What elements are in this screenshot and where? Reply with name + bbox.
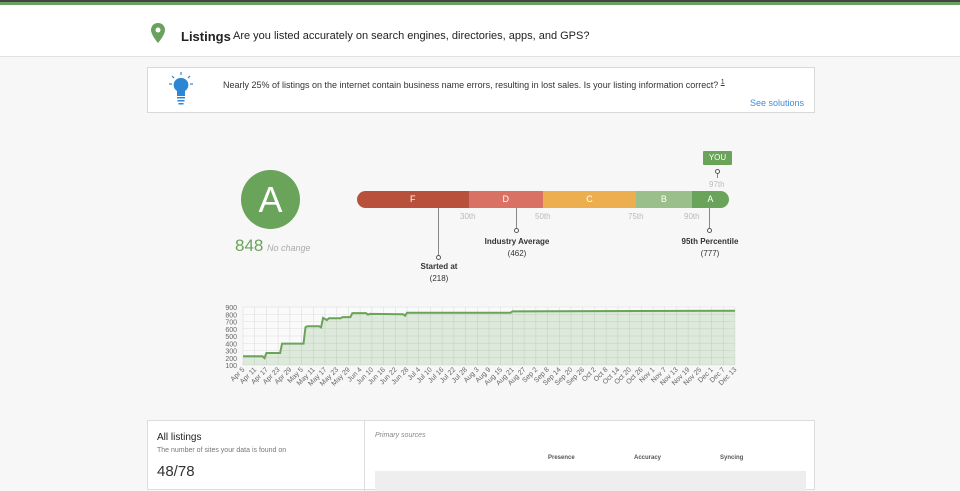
grade-badge: A	[241, 170, 300, 229]
p95-stem	[709, 208, 710, 228]
score-area	[243, 310, 735, 365]
tick-75th: 75th	[628, 212, 644, 221]
page-subtitle: Are you listed accurately on search engi…	[233, 30, 590, 42]
grade-segment-c: C	[542, 191, 636, 208]
industry-stem	[516, 208, 517, 228]
you-stem	[717, 174, 718, 178]
grade-segment-d: D	[468, 191, 543, 208]
see-solutions-link[interactable]: See solutions	[749, 98, 804, 108]
score-change: No change	[267, 243, 311, 253]
lightbulb-icon	[169, 72, 193, 105]
source-row[interactable]	[375, 471, 806, 491]
top-border	[0, 0, 960, 2]
started-label: Started at	[420, 262, 458, 271]
grade-segment-b: B	[635, 191, 692, 208]
started-stem	[438, 208, 439, 256]
tick-90th: 90th	[684, 212, 700, 221]
you-marker: YOU	[703, 151, 732, 165]
col-presence: Presence	[548, 455, 575, 461]
y-tick-label: 600	[225, 327, 237, 334]
y-tick-label: 400	[225, 341, 237, 348]
p95-dot	[707, 228, 712, 233]
industry-value: (462)	[507, 249, 527, 258]
listings-summary: All listings The number of sites your da…	[148, 421, 365, 491]
score-line	[243, 309, 736, 360]
you-percentile: 97th	[709, 180, 725, 189]
industry-dot	[514, 228, 519, 233]
info-message: Nearly 25% of listings on the internet c…	[223, 80, 719, 90]
y-tick-label: 300	[225, 349, 237, 356]
y-tick-label: 900	[225, 305, 237, 312]
footnote-link[interactable]: 1	[720, 79, 725, 86]
y-tick-label: 500	[225, 334, 237, 341]
grade-segment-f: F	[357, 191, 469, 208]
tick-30th: 30th	[460, 212, 476, 221]
y-tick-label: 100	[225, 363, 237, 370]
p95-label: 95th Percentile	[681, 237, 739, 246]
you-dot	[715, 169, 720, 174]
card-title: All listings	[157, 432, 202, 443]
industry-label: Industry Average	[484, 237, 550, 246]
score-value: 848	[235, 236, 264, 255]
listings-count: 48/78	[157, 463, 195, 480]
map-pin-icon	[151, 23, 165, 43]
y-tick-label: 800	[225, 312, 237, 319]
col-accuracy: Accuracy	[634, 455, 662, 461]
info-banner: Nearly 25% of listings on the internet c…	[147, 67, 815, 113]
page-title: Listings	[181, 29, 231, 44]
tick-50th: 50th	[535, 212, 551, 221]
p95-value: (777)	[700, 249, 720, 258]
primary-sources-label: Primary sources	[375, 432, 426, 439]
grade-segment-a: A	[691, 191, 729, 208]
y-tick-label: 700	[225, 320, 237, 327]
started-dot	[436, 255, 441, 260]
started-value: (218)	[429, 274, 449, 283]
col-syncing: Syncing	[720, 455, 744, 461]
all-listings-card: All listings The number of sites your da…	[147, 420, 815, 491]
info-text: Nearly 25% of listings on the internet c…	[223, 79, 725, 90]
page-header: Listings Are you listed accurately on se…	[0, 2, 960, 57]
card-subtitle: The number of sites your data is found o…	[157, 447, 287, 454]
y-tick-label: 200	[225, 356, 237, 363]
